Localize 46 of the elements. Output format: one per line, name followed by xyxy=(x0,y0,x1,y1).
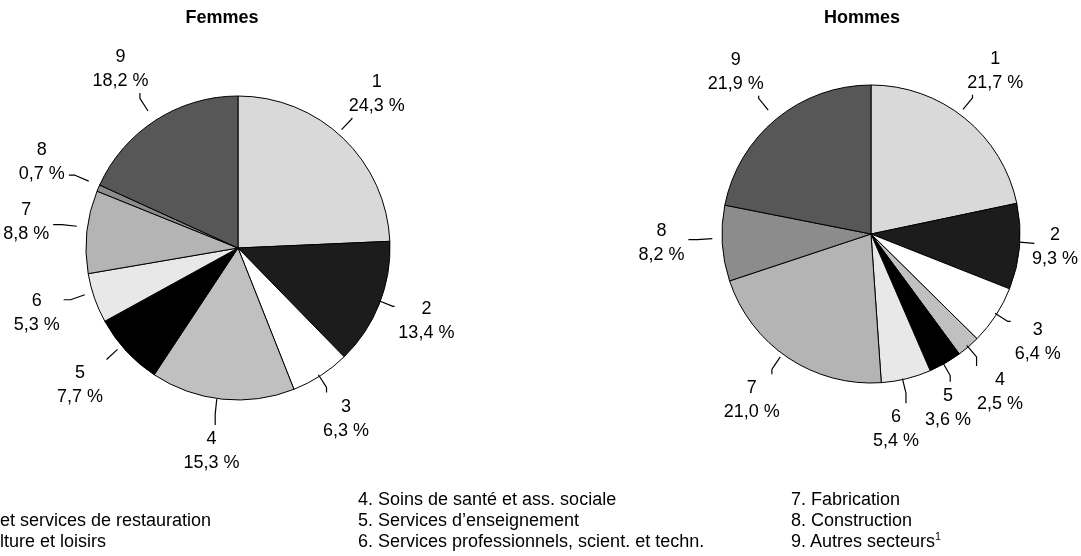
slice-label: 2 xyxy=(1049,224,1061,245)
legend-label: 3 xyxy=(1032,319,1043,340)
data-label: 21,7 % xyxy=(967,71,1024,92)
text: 6. Services professionnels, scient. et techn. xyxy=(358,531,705,552)
data-label: 15,3 % xyxy=(183,451,240,472)
data-label: 5,3 % xyxy=(13,313,60,334)
text: lture et loisirs xyxy=(0,531,107,552)
data-label: 18,2 % xyxy=(92,70,149,91)
slice-label: 1 xyxy=(371,70,382,91)
slice-label: 2 xyxy=(421,297,432,318)
data-label: 6,3 % xyxy=(323,419,370,440)
slice-label: 8 xyxy=(656,219,667,240)
slice-label: 5 xyxy=(943,384,954,405)
data-label: 5,4 % xyxy=(873,430,920,451)
slice-label: 4 xyxy=(206,427,217,448)
data-label: 6,4 % xyxy=(1014,343,1061,364)
slice-label: 7 xyxy=(746,377,757,398)
text: 7. Fabrication xyxy=(791,489,901,510)
slice-label: 6 xyxy=(891,406,902,427)
text: 9. Autres secteurs$^{1}$ xyxy=(791,530,942,552)
slice-label: 4 xyxy=(995,369,1006,390)
data-label: 0,7 % xyxy=(18,162,65,183)
slice-label: 7 xyxy=(21,198,32,219)
text: et services de restauration xyxy=(0,510,212,531)
chart-title: Femmes xyxy=(184,6,260,28)
slice-label: 6 xyxy=(31,289,42,310)
data-label: 21,0 % xyxy=(723,401,780,422)
text: 5. Services d’enseignement xyxy=(358,510,580,531)
slice-label: 9 xyxy=(115,46,126,67)
data-label: 7,7 % xyxy=(57,385,104,406)
data-label: 2,5 % xyxy=(977,393,1024,414)
slice-label: 5 xyxy=(75,361,86,382)
data-label: 8,8 % xyxy=(3,222,50,243)
slice-label: 8 xyxy=(36,138,47,159)
data-label: 3,6 % xyxy=(925,408,972,429)
data-label: 24,3 % xyxy=(348,94,405,115)
slice-label: 1 xyxy=(990,47,1001,68)
data-label: 9,3 % xyxy=(1031,248,1079,269)
slice-label: 9 xyxy=(730,48,741,69)
text: 8. Construction xyxy=(791,510,913,531)
text: 4. Soins de santé et ass. sociale xyxy=(358,489,617,510)
slice-label: 3 xyxy=(341,395,352,416)
data-label: 21,9 % xyxy=(707,72,764,93)
chart-title: Hommes xyxy=(823,6,901,28)
data-label: 13,4 % xyxy=(398,321,455,342)
data-label: 8,2 % xyxy=(638,243,685,264)
